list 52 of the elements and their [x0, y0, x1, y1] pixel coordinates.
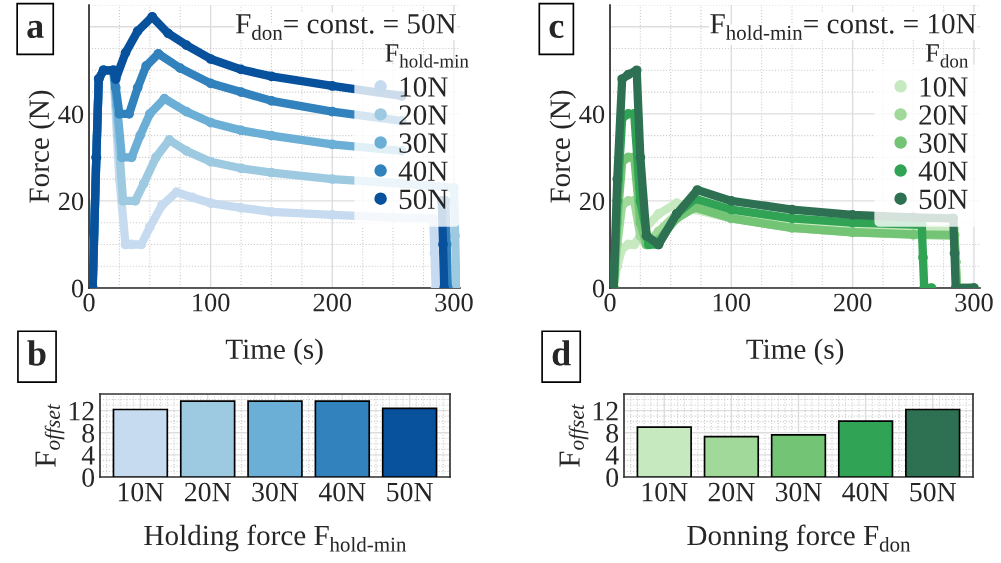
- y-tick-label: 12: [593, 401, 618, 421]
- x-tick-label: 20N: [184, 482, 231, 502]
- x-tick-label: 300: [955, 293, 993, 312]
- x-tick-label: 50N: [910, 482, 957, 502]
- x-tick-label: 200: [313, 293, 352, 312]
- x-tick-label: 10N: [118, 482, 164, 502]
- y-tick-label: 4: [81, 446, 95, 465]
- y-tick-label: 12: [69, 401, 94, 421]
- x-tick-label: 100: [193, 293, 230, 312]
- legend-label: 30N: [399, 133, 448, 153]
- x-tick-label: 50N: [387, 482, 433, 502]
- y-tick-label: 20: [579, 192, 605, 211]
- y-tick-label: 40: [58, 105, 84, 124]
- legend-label: 40N: [918, 161, 968, 182]
- x-axis-title: Time (s): [746, 338, 844, 365]
- x-axis-title: Time (s): [225, 338, 323, 365]
- text: c: [549, 20, 564, 39]
- legend-label: 10N: [920, 77, 968, 97]
- text: b: [27, 340, 46, 366]
- x-axis-title: Donning force Fdon: [687, 524, 911, 552]
- legend-label: 20N: [919, 105, 968, 125]
- legend-label: 20N: [399, 105, 448, 125]
- legend-label: 30N: [919, 133, 968, 153]
- legend-label: 40N: [398, 161, 448, 182]
- legend-label: 50N: [919, 189, 968, 210]
- text: d: [552, 340, 571, 366]
- y-tick-label: 8: [606, 423, 619, 443]
- text: a: [27, 20, 44, 39]
- x-tick-label: 10N: [642, 482, 688, 502]
- x-tick-label: 40N: [842, 482, 889, 502]
- x-tick-label: 100: [713, 293, 751, 312]
- y-tick-label: 8: [82, 423, 95, 443]
- y-axis-title: Force (N): [549, 90, 576, 203]
- y-axis-title: F$_{offset}$: [35, 403, 65, 467]
- x-tick-label: 40N: [318, 482, 366, 502]
- y-tick-label: 0: [71, 279, 84, 298]
- legend-label: 10N: [400, 77, 448, 97]
- y-tick-label: 20: [58, 192, 84, 211]
- y-axis-title: Force (N): [28, 90, 55, 203]
- y-axis-title: F$_{offset}$: [559, 403, 589, 467]
- x-tick-label: 30N: [775, 482, 822, 502]
- y-tick-label: 4: [605, 446, 619, 465]
- y-tick-label: 0: [592, 279, 605, 298]
- legend-label: 50N: [399, 189, 448, 210]
- y-tick-label: 0: [606, 468, 619, 487]
- x-tick-label: 20N: [708, 482, 755, 502]
- x-tick-label: 30N: [252, 482, 299, 502]
- y-tick-label: 0: [82, 468, 95, 487]
- x-axis-title: Holding force Fhold-min: [144, 524, 407, 552]
- x-tick-label: 200: [833, 293, 872, 312]
- y-tick-label: 40: [579, 105, 605, 124]
- x-tick-label: 300: [435, 293, 473, 312]
